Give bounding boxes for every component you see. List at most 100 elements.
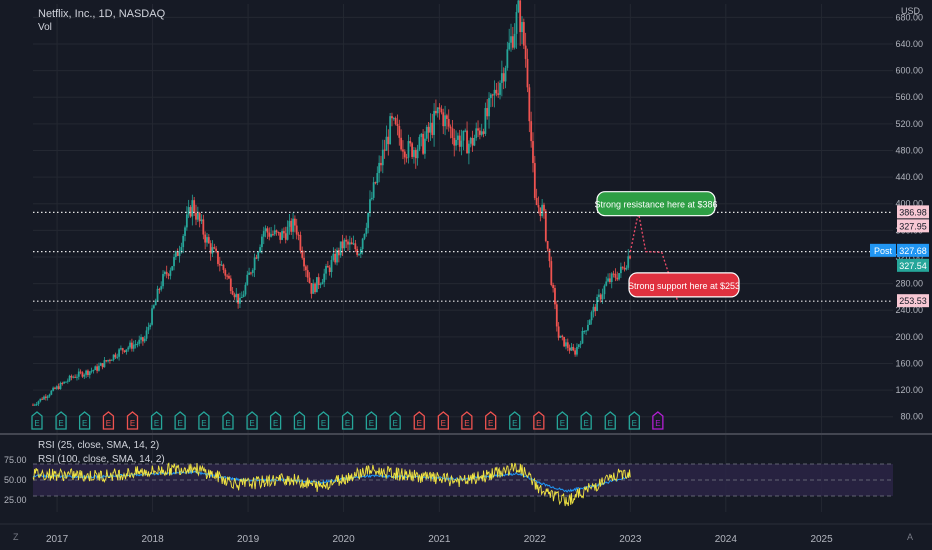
candle-body <box>268 232 271 237</box>
candle-body <box>394 118 397 124</box>
candle-body <box>167 274 170 276</box>
candle-body <box>629 256 631 259</box>
candle-body <box>218 263 221 266</box>
candle-body <box>493 89 496 96</box>
candle-body <box>444 115 446 127</box>
candle-body <box>202 219 205 235</box>
time-tick-label: 2025 <box>810 534 833 545</box>
candle-body <box>200 219 203 222</box>
price-tag-text: 327.54 <box>899 261 927 271</box>
candle-body <box>581 331 584 344</box>
candle-body <box>308 277 311 283</box>
candle-body <box>413 150 415 157</box>
candle-body <box>614 273 617 278</box>
candle-body <box>103 360 106 368</box>
earnings-marker <box>509 411 521 430</box>
candle-body <box>380 162 382 166</box>
candle-body <box>361 238 364 250</box>
candle-body <box>226 275 229 277</box>
candle-body <box>537 205 540 208</box>
candle-body <box>418 136 421 150</box>
candle-body <box>59 382 62 390</box>
volume-label: Vol <box>38 22 52 33</box>
candle-body <box>339 241 342 256</box>
candle-body <box>165 271 168 275</box>
resistance-callout-text: Strong resistance here at $386 <box>594 200 717 210</box>
candle-body <box>574 350 577 355</box>
candle-body <box>524 45 527 59</box>
candle-body <box>255 257 258 259</box>
candle-body <box>293 218 296 226</box>
earnings-marker-label: E <box>488 419 493 428</box>
candle-body <box>530 121 533 142</box>
candle-body <box>594 306 597 311</box>
candle-body <box>244 284 247 295</box>
price-tag-text: 386.98 <box>899 207 927 217</box>
candle-body <box>96 366 99 371</box>
timezone-toggle-button[interactable]: Z <box>13 532 19 542</box>
candle-body <box>449 126 452 129</box>
candle-body <box>319 284 322 286</box>
earnings-marker-label: E <box>273 419 278 428</box>
candle-body <box>559 335 562 338</box>
candle-body <box>544 210 547 242</box>
auto-scale-button[interactable]: A <box>907 532 914 542</box>
candle-body <box>163 271 166 275</box>
candle-body <box>596 297 598 311</box>
earnings-marker-label: E <box>154 419 159 428</box>
candle-body <box>118 349 120 357</box>
candle-body <box>156 288 159 301</box>
candle-body <box>583 330 586 332</box>
candle-body <box>242 294 245 297</box>
time-tick-label: 2022 <box>524 534 547 545</box>
rsi-title: RSI (25, close, SMA, 14, 2) <box>38 440 160 451</box>
candle-body <box>416 149 419 159</box>
candle-body <box>173 257 175 267</box>
earnings-marker <box>293 411 306 430</box>
price-tag <box>897 243 929 257</box>
candle-body <box>180 247 183 252</box>
candle-body <box>533 163 536 198</box>
candle-body <box>107 359 109 362</box>
candle-body <box>77 371 80 377</box>
candle-body <box>548 248 551 262</box>
candle-body <box>290 220 293 232</box>
symbol-title: Netflix, Inc., 1D, NASDAQ <box>38 8 166 20</box>
candle-body <box>220 264 223 266</box>
candle-body <box>250 272 252 274</box>
candle-body <box>392 118 395 120</box>
candle-body <box>209 243 212 254</box>
candle-body <box>480 131 483 135</box>
time-tick-label: 2023 <box>619 534 642 545</box>
candle-body <box>385 136 388 151</box>
candle-body <box>543 204 545 211</box>
earnings-marker-label: E <box>464 419 469 428</box>
earnings-marker <box>102 411 115 430</box>
candle-body <box>587 324 589 331</box>
candle-body <box>116 356 119 358</box>
earnings-marker-label: E <box>297 419 302 428</box>
candle-body <box>50 390 53 395</box>
earnings-marker <box>55 411 67 430</box>
candle-body <box>72 376 75 378</box>
candle-body <box>616 277 619 280</box>
candle-body <box>191 200 194 217</box>
time-tick-label: 2020 <box>332 534 355 545</box>
candle-body <box>317 277 320 285</box>
rsi-tick-label: 50.00 <box>4 475 27 485</box>
candle-body <box>488 98 490 117</box>
earnings-marker <box>150 411 163 430</box>
candle-body <box>213 247 216 249</box>
candle-body <box>522 22 525 46</box>
candle-body <box>279 232 282 240</box>
candle-body <box>94 366 97 371</box>
candle-body <box>436 107 439 114</box>
candle-body <box>196 212 199 220</box>
time-tick-label: 2017 <box>46 534 69 545</box>
candle-body <box>486 108 489 117</box>
earnings-marker-label: E <box>58 419 63 428</box>
candle-body <box>478 130 481 135</box>
candle-body <box>160 286 163 290</box>
candle-body <box>517 0 520 13</box>
